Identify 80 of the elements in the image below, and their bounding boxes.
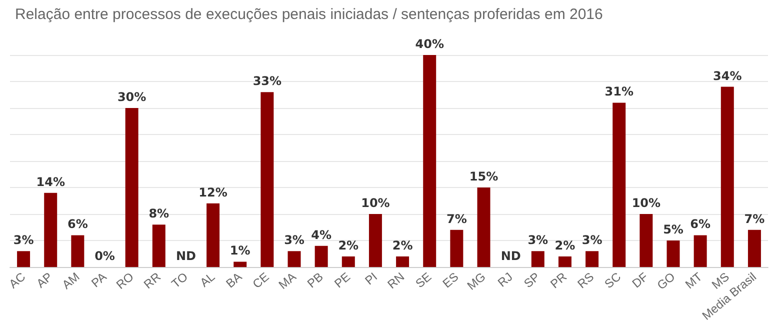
x-tick-label: BA [223, 270, 245, 291]
data-label: 31% [604, 84, 634, 99]
text: ND [176, 249, 196, 264]
bar [640, 214, 653, 268]
data-label: 6% [690, 217, 711, 232]
x-tick-label: TO [168, 270, 190, 291]
x-tick-label: PI [362, 270, 380, 288]
data-label: 2% [338, 238, 359, 252]
x-tick-label: SE [412, 270, 434, 291]
bar [612, 102, 626, 268]
data-label: 10% [361, 196, 390, 210]
data-label: 34% [713, 68, 742, 83]
data-label: 8% [148, 206, 170, 221]
data-label: 3% [582, 233, 602, 248]
bar [314, 246, 328, 268]
bar [206, 203, 220, 268]
data-label: 7% [744, 212, 765, 226]
data-label: 33% [252, 74, 282, 88]
bar [666, 240, 680, 268]
x-tick-label: PA [88, 270, 110, 290]
bar [450, 230, 464, 268]
x-tick-label: DF [629, 270, 651, 291]
bar [260, 92, 274, 268]
x-tick-label: MA [276, 270, 299, 292]
bar [694, 235, 707, 268]
data-label: 2% [554, 238, 576, 252]
bar [558, 256, 572, 268]
x-tick-label: MT [682, 269, 706, 292]
bar [586, 251, 599, 268]
bar [234, 262, 247, 268]
data-label: 15% [469, 170, 498, 184]
bar [396, 256, 410, 268]
x-tick-label: SC [602, 269, 624, 292]
data-label: 0% [94, 249, 115, 264]
data-label: 6% [67, 217, 88, 232]
x-tick-label: AC [6, 269, 28, 292]
bar [423, 55, 436, 268]
x-tick-label: PE [332, 270, 353, 291]
x-tick-label: PB [304, 270, 326, 291]
x-tick-label: RO [114, 270, 136, 292]
x-tick-label: ES [440, 270, 462, 291]
data-label: 7% [446, 212, 467, 226]
x-tick-label: GO [654, 270, 678, 292]
bar [44, 192, 58, 268]
bar [531, 251, 544, 268]
data-label: 2% [392, 238, 413, 252]
data-label: 1% [230, 244, 250, 258]
x-tick-label: RR [141, 269, 164, 292]
data-label: 3% [13, 233, 34, 248]
x-tick-label: CE [250, 270, 272, 292]
data-label: 5% [663, 222, 684, 237]
x-tick-label: SP [521, 270, 542, 291]
bar [477, 188, 490, 268]
x-tick-label: AL [197, 269, 218, 290]
bar [288, 251, 301, 268]
x-tick-label: MG [464, 270, 488, 293]
x-tick-label: RS [574, 270, 597, 292]
data-label: 12% [198, 185, 228, 200]
bar [342, 256, 355, 268]
data-label: 30% [117, 90, 146, 104]
bar [368, 214, 382, 268]
text: ND [500, 249, 521, 264]
data-label: 40% [415, 37, 444, 51]
bar [748, 230, 761, 268]
bar [17, 251, 30, 268]
chart-title: Relação entre processos de execuções penais iniciadas / sentenças proferidas em 2016 [15, 6, 603, 23]
data-label: 14% [36, 174, 65, 189]
x-tick-label: RN [384, 270, 408, 292]
x-tick-label: RJ [495, 270, 516, 290]
data-label: 3% [284, 233, 304, 248]
bar [71, 235, 84, 268]
data-label: 4% [311, 228, 332, 242]
data-label: 3% [528, 233, 548, 248]
x-tick-label: PR [548, 269, 570, 292]
bar [152, 224, 166, 268]
data-label: 10% [632, 196, 661, 210]
bar [125, 108, 138, 268]
x-tick-label: AP [34, 270, 56, 291]
x-tick-label: AM [59, 270, 82, 292]
bar [720, 86, 734, 268]
